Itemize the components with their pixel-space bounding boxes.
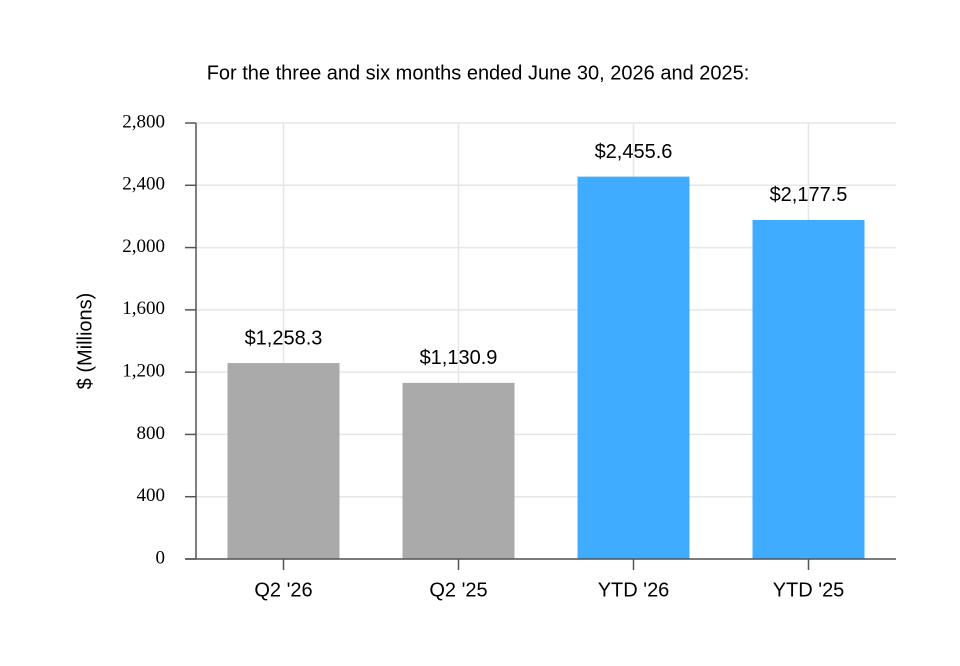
y-tick-label: 800: [137, 423, 166, 444]
y-tick-label: 2,800: [122, 111, 165, 132]
chart-title: For the three and six months ended June …: [207, 62, 750, 84]
value-label: $1,130.9: [420, 347, 498, 369]
bar: [227, 363, 340, 559]
x-tick-label: YTD '26: [598, 579, 670, 601]
bar: [402, 382, 515, 559]
y-tick-label: 2,000: [122, 236, 165, 257]
y-tick-label: 2,400: [122, 174, 165, 195]
x-tick-label: Q2 '26: [254, 579, 312, 601]
y-axis-label: $ (Millions): [74, 293, 96, 390]
bar: [752, 219, 865, 560]
x-tick-label: YTD '25: [773, 579, 845, 601]
value-label: $2,455.6: [595, 141, 673, 163]
y-tick-label: 1,200: [122, 361, 165, 382]
bar: [577, 176, 690, 560]
x-tick-label: Q2 '25: [429, 579, 487, 601]
y-tick-label: 0: [156, 547, 166, 568]
value-label: $2,177.5: [770, 184, 848, 206]
y-tick-label: 400: [137, 485, 166, 506]
y-tick-label: 1,600: [122, 298, 165, 319]
value-label: $1,258.3: [245, 327, 323, 349]
